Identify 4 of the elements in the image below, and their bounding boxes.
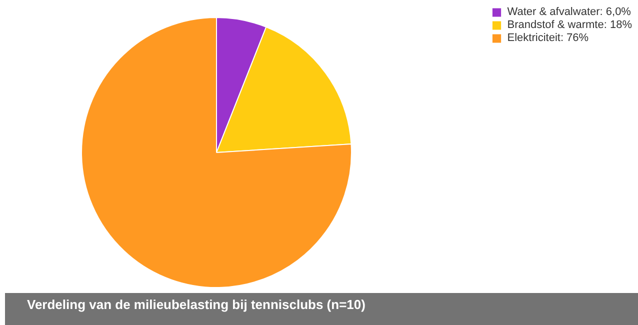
legend-label: Brandstof & warmte: 18% <box>507 19 632 31</box>
text: Verdeling van de milieubelasting bij tennisclubs (n=10) <box>27 296 366 314</box>
legend-label: Elektriciteit: 76% <box>507 32 589 44</box>
legend-label: Water & afvalwater: 6,0% <box>507 6 631 18</box>
